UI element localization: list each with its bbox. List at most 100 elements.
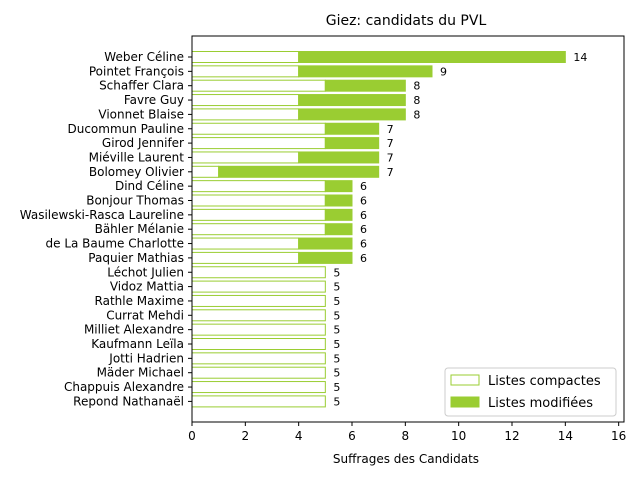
bar-modified	[324, 194, 353, 207]
legend-swatch-compact	[450, 374, 480, 386]
bar-modified	[298, 237, 353, 250]
bar-modified	[324, 208, 353, 221]
bar-compact	[191, 122, 326, 135]
data-label: 5	[333, 295, 340, 308]
bar-modified	[298, 51, 566, 63]
category-label: Rathle Maxime	[95, 294, 184, 308]
bar-modified	[298, 151, 380, 164]
x-tick-label: 12	[504, 429, 519, 443]
category-label: Wasilewski-Rasca Laureline	[20, 208, 184, 222]
category-label: Pointet François	[89, 64, 184, 78]
bar-compact	[191, 338, 326, 350]
data-label: 7	[387, 123, 394, 136]
bar-compact	[191, 266, 326, 279]
data-label: 8	[413, 80, 420, 93]
category-label: Paquier Mathias	[88, 251, 184, 265]
bar-modified	[218, 165, 380, 178]
data-label: 9	[440, 65, 447, 78]
category-label: de La Baume Charlotte	[46, 237, 185, 251]
bar-modified	[324, 180, 353, 193]
x-tick-label: 16	[611, 429, 626, 443]
data-label: 8	[413, 108, 420, 121]
x-tick-label: 10	[451, 429, 466, 443]
data-label: 5	[333, 266, 340, 279]
category-label: Repond Nathanaël	[73, 394, 184, 408]
bar-modified	[324, 137, 380, 150]
data-label: 5	[333, 309, 340, 322]
bar-compact	[191, 208, 326, 221]
data-label: 6	[360, 238, 367, 251]
category-label: Weber Céline	[104, 50, 184, 64]
bar-compact	[191, 352, 326, 365]
category-label: Dind Céline	[115, 179, 184, 193]
bar-compact	[191, 366, 326, 379]
category-label: Favre Guy	[124, 93, 184, 107]
bar-modified	[324, 79, 406, 92]
legend-label-modified: Listes modifiées	[488, 396, 593, 411]
data-label: 5	[333, 281, 340, 294]
legend: Listes compactes Listes modifiées	[444, 367, 617, 417]
bar-modified	[298, 94, 406, 107]
bar-compact	[191, 151, 300, 164]
bar-modified	[298, 108, 406, 121]
legend-frame	[444, 367, 617, 417]
x-axis-ticks: 0 2 4 6 8 10 12 14 16	[188, 422, 626, 443]
data-label: 7	[387, 137, 394, 150]
x-axis-label: Suffrages des Candidats	[333, 452, 479, 466]
data-label: 6	[360, 209, 367, 222]
category-label: Ducommun Pauline	[67, 122, 184, 136]
x-tick-label: 14	[558, 429, 573, 443]
category-label: Chappuis Alexandre	[64, 380, 184, 394]
bar-compact	[191, 137, 326, 150]
data-label: 14	[573, 51, 587, 64]
legend-label-compact: Listes compactes	[488, 374, 601, 389]
category-label: Kaufmann Leïla	[91, 337, 184, 351]
category-label: Vidoz Mattia	[110, 280, 184, 294]
bar-compact	[191, 79, 326, 92]
x-tick-label: 4	[295, 429, 303, 443]
data-label: 5	[333, 324, 340, 337]
bar-compact	[191, 294, 326, 307]
category-label: Bähler Mélanie	[95, 222, 184, 236]
data-label: 6	[360, 195, 367, 208]
data-label: 5	[333, 395, 340, 408]
bar-modified	[298, 65, 433, 78]
bar-compact	[191, 94, 300, 107]
bar-compact	[191, 280, 326, 293]
plot-frame	[191, 35, 625, 423]
category-label: Bolomey Olivier	[89, 165, 184, 179]
bar-compact	[191, 223, 326, 236]
category-label: Jotti Hadrien	[108, 351, 184, 365]
category-label: Léchot Julien	[107, 265, 184, 279]
x-tick-label: 8	[402, 429, 410, 443]
bar-compact	[191, 180, 326, 193]
bar-compact	[191, 165, 220, 178]
data-label: 5	[333, 381, 340, 394]
category-label: Vionnet Blaise	[98, 107, 184, 121]
data-label: 7	[387, 166, 394, 179]
x-tick-label: 0	[188, 429, 196, 443]
bar-compact	[191, 237, 300, 250]
category-label: Girod Jennifer	[102, 136, 184, 150]
category-label: Bonjour Thomas	[86, 194, 184, 208]
bar-compact	[191, 194, 326, 207]
bars-group	[191, 51, 566, 408]
x-tick-label: 2	[242, 429, 250, 443]
bar-compact	[191, 65, 300, 78]
x-tick-label: 6	[348, 429, 356, 443]
data-label: 7	[387, 151, 394, 164]
data-label: 8	[413, 94, 420, 107]
bar-compact	[191, 323, 326, 336]
bar-compact	[191, 381, 326, 394]
bar-compact	[191, 309, 326, 322]
category-label: Currat Mehdi	[106, 308, 184, 322]
bar-modified	[324, 223, 353, 236]
category-label: Milliet Alexandre	[84, 323, 184, 337]
data-label: 5	[333, 367, 340, 380]
data-label: 6	[360, 223, 367, 236]
bar-modified	[298, 251, 353, 264]
bar-compact	[191, 395, 326, 408]
data-label: 5	[333, 352, 340, 365]
category-label: Schaffer Clara	[99, 79, 184, 93]
bar-compact	[191, 251, 300, 264]
